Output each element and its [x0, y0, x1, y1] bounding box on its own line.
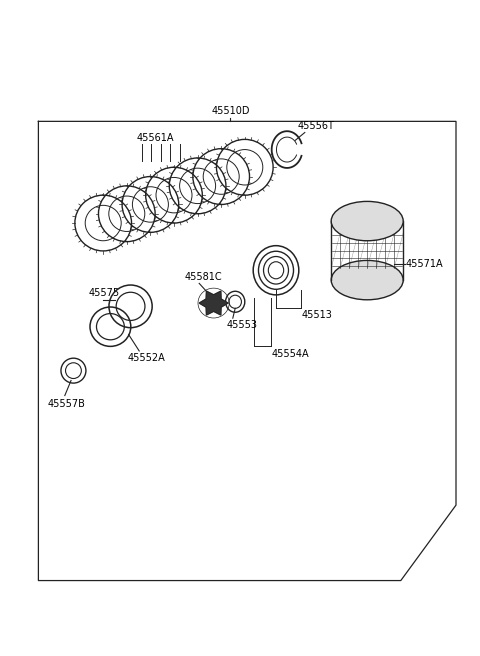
- Text: 45510D: 45510D: [211, 106, 250, 116]
- Polygon shape: [199, 291, 228, 315]
- Text: 45513: 45513: [301, 310, 332, 319]
- Ellipse shape: [331, 201, 403, 241]
- Text: 45575: 45575: [89, 289, 120, 298]
- Text: 45581C: 45581C: [185, 272, 222, 282]
- Text: 45557B: 45557B: [48, 399, 86, 409]
- Text: 45554A: 45554A: [271, 349, 309, 359]
- Text: 45553: 45553: [227, 320, 258, 330]
- Ellipse shape: [331, 260, 403, 300]
- Text: 45556T: 45556T: [298, 121, 335, 131]
- Text: 45571A: 45571A: [406, 258, 443, 269]
- Text: 45552A: 45552A: [127, 353, 165, 363]
- Text: 45561A: 45561A: [137, 133, 174, 143]
